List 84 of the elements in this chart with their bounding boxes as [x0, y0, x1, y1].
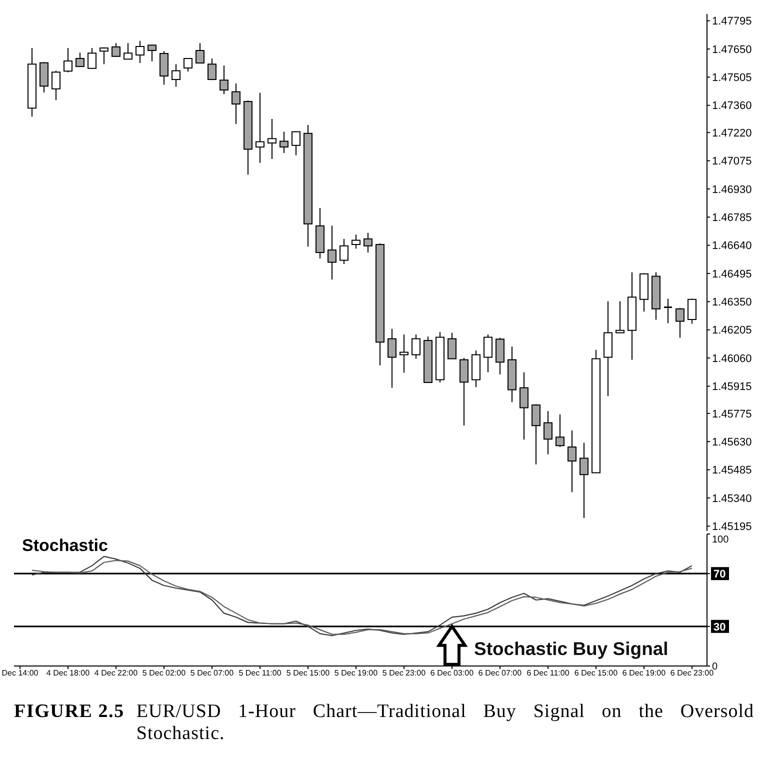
y-tick-label: 0 — [712, 662, 718, 672]
candlestick — [208, 58, 216, 81]
x-tick-label: 5 Dec 11:00 — [238, 668, 282, 678]
x-tick-label: 6 Dec 03:00 — [430, 668, 474, 678]
candlestick — [663, 298, 673, 324]
x-tick-label: 6 Dec 11:00 — [526, 668, 570, 678]
text: EUR/USD 1-Hour Chart—Traditional Buy Signal on the Oversold Stochastic. — [136, 701, 754, 745]
candlestick — [568, 430, 576, 493]
y-tick-label: 1.46495 — [712, 268, 752, 280]
y-tick-label: 30 — [714, 621, 726, 634]
x-tick-label: 6 Dec 23:00 — [670, 668, 714, 678]
candlestick — [340, 238, 348, 264]
y-tick-label: 1.46060 — [712, 352, 752, 365]
candlestick — [256, 92, 264, 164]
candlestick — [64, 48, 72, 73]
candlestick — [52, 70, 60, 101]
candlestick — [544, 410, 552, 455]
x-tick-label: 5 Dec 02:00 — [142, 668, 186, 678]
candlestick — [496, 337, 504, 376]
candlestick — [124, 42, 132, 60]
x-tick-label: 5 Dec 15:00 — [286, 668, 330, 678]
candlestick — [676, 307, 684, 338]
y-tick-label: 1.45915 — [712, 381, 752, 394]
y-tick-label: 1.47795 — [712, 16, 752, 28]
candlestick — [352, 234, 360, 250]
x-tick-label: 5 Dec 23:00 — [382, 668, 426, 678]
y-tick-label: 1.47650 — [712, 44, 752, 56]
x-tick-label: 6 Dec 19:00 — [622, 668, 666, 678]
y-tick-label: 1.45630 — [712, 436, 752, 448]
candlestick — [196, 42, 204, 64]
y-tick-label: 1.45195 — [712, 520, 752, 533]
y-tick-label: 1.46640 — [712, 240, 752, 252]
y-tick-label: 1.46205 — [712, 324, 752, 337]
candlestick — [328, 225, 336, 280]
x-tick-label: 4 Dec 22:00 — [94, 668, 138, 678]
y-tick-label: 1.47220 — [712, 127, 752, 140]
y-tick-label: 1.47075 — [712, 156, 752, 168]
candlestick — [388, 328, 396, 388]
candlestick — [616, 300, 624, 334]
candlestick — [148, 44, 156, 62]
candlestick — [580, 442, 588, 518]
candlestick — [400, 334, 408, 374]
candlestick — [172, 64, 180, 88]
y-tick-label: 1.46930 — [712, 184, 752, 196]
candlestick — [292, 130, 300, 156]
candlestick — [364, 232, 372, 253]
y-tick-label: 70 — [714, 568, 726, 580]
candlestick — [40, 62, 48, 94]
x-tick-label: 6 Dec 15:00 — [574, 668, 618, 678]
y-tick-label: 1.47360 — [712, 100, 752, 112]
candlestick — [268, 118, 276, 160]
y-tick-label: 1.46785 — [712, 212, 752, 224]
candlestick — [484, 334, 492, 373]
y-tick-label: 1.47505 — [712, 72, 752, 84]
y-tick-label: 100 — [712, 534, 730, 546]
caption: FIGURE 2.5 — [14, 701, 124, 723]
candlestick — [220, 65, 228, 95]
candlestick — [532, 404, 540, 465]
chart-title: Stochastic — [22, 536, 108, 556]
annotation: Stochastic Buy Signal — [474, 638, 668, 659]
candlestick — [88, 48, 96, 70]
candlestick — [160, 50, 168, 86]
candlestick — [76, 52, 84, 67]
candlestick — [232, 82, 240, 125]
x-tick-label: Dec 14:00 — [2, 668, 39, 678]
candlestick — [136, 40, 144, 64]
candlestick — [280, 131, 288, 154]
candlestick — [100, 46, 108, 65]
candlestick — [688, 298, 696, 324]
x-tick-label: 6 Dec 07:00 — [478, 668, 522, 678]
y-tick-label: 1.45340 — [712, 492, 752, 505]
candlestick — [460, 357, 468, 426]
y-tick-label: 1.46350 — [712, 296, 752, 309]
x-tick-label: 4 Dec 18:00 — [46, 668, 90, 678]
y-tick-label: 1.45485 — [712, 464, 752, 477]
candlestick — [412, 334, 420, 360]
x-tick-label: 5 Dec 19:00 — [334, 668, 378, 678]
candlestick — [448, 332, 456, 360]
candlestick — [112, 42, 120, 58]
y-tick-label: 1.45775 — [712, 408, 752, 420]
x-tick-label: 5 Dec 07:00 — [190, 668, 234, 678]
candlestick — [520, 372, 528, 440]
candlestick — [556, 414, 564, 448]
candlestick — [184, 58, 192, 72]
